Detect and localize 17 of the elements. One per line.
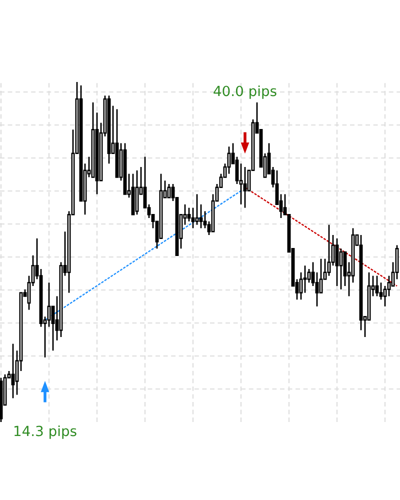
candlestick [203, 210, 207, 229]
candlestick [239, 162, 243, 206]
candlestick [319, 258, 323, 294]
candlestick [375, 275, 379, 297]
candlestick [303, 264, 307, 294]
candlestick [327, 224, 331, 276]
candlestick [195, 194, 199, 226]
candlestick [387, 275, 391, 297]
candlestick [307, 268, 311, 284]
candlestick [199, 204, 203, 229]
candlestick [243, 166, 247, 208]
candlestick [299, 272, 303, 300]
candlestick [315, 272, 319, 308]
text: 14.3 pips [14, 425, 76, 439]
candlestick [379, 282, 383, 300]
candlestick [187, 207, 191, 222]
annotation: 40.0 pips [214, 85, 276, 99]
